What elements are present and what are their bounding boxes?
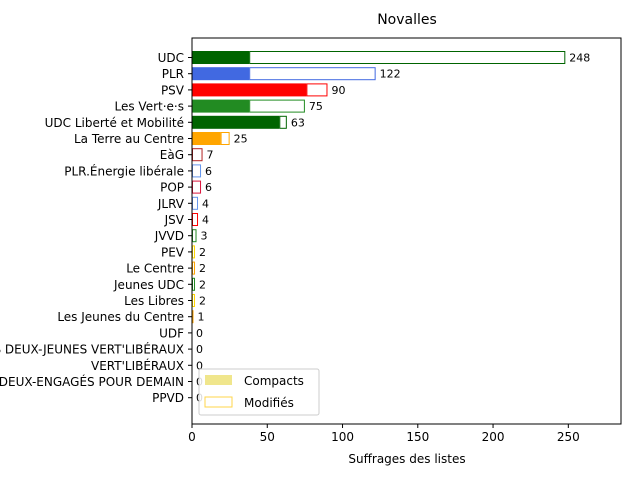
data-label-les-vert-e-s: 75: [309, 100, 323, 113]
bar-modifies-plr: [249, 67, 376, 81]
data-label-vert-liberaux: 0: [196, 359, 203, 372]
y-tick-label-les-libres: Les Libres: [124, 294, 184, 308]
data-label-plr-energie-liberale: 6: [205, 165, 212, 178]
bar-modifies-les-libres: [192, 294, 196, 307]
y-tick-label-la-terre-au-centre: La Terre au Centre: [74, 132, 184, 146]
plot-area: 248122907563257664432222100000: [192, 51, 590, 405]
data-label-psv: 90: [331, 84, 345, 97]
bar-modifies-udc: [249, 51, 566, 64]
y-tick-label-jeunes-udc: Jeunes UDC: [113, 278, 184, 292]
bar-compacts-udc-liberte-et-mobilite: [192, 115, 280, 129]
chart-title: Novalles: [377, 12, 437, 28]
data-label-la-terre-au-centre: 25: [234, 133, 248, 146]
bar-modifies-les-vert-e-s: [249, 99, 305, 113]
plot-frame: [191, 37, 622, 425]
bar-modifies-jlrv: [192, 196, 199, 210]
data-label-udf: 0: [196, 327, 203, 340]
data-label-eag: 7: [207, 149, 214, 162]
y-tick-label-psv: PSV: [161, 83, 185, 97]
data-label-jlrv: 4: [202, 197, 209, 210]
data-label-pop: 6: [205, 181, 212, 194]
data-label-jvvd: 3: [201, 230, 208, 243]
legend-swatch-modifies: [204, 396, 233, 408]
y-tick-label-le-centre: Le Centre: [126, 262, 184, 276]
bar-modifies-pev: [192, 245, 196, 259]
y-tick-label-jvvd: JVVD: [154, 229, 184, 243]
y-tick-label-les-deux-engages-pour-demain: LES DEUX-ENGAGÉS POUR DEMAIN: [0, 374, 184, 389]
data-label-le-centre: 2: [199, 262, 206, 275]
bar-compacts-les-vert-e-s: [192, 99, 250, 113]
x-tick-label-100: 100: [331, 430, 354, 444]
bar-compacts-psv: [192, 83, 307, 97]
x-tick-label-250: 250: [557, 430, 580, 444]
y-tick-label-jlrv: JLRV: [157, 197, 185, 211]
data-label-les-libres: 2: [199, 295, 206, 308]
legend: Compacts Modifiés: [198, 368, 320, 416]
data-label-jeunes-udc: 2: [199, 278, 206, 291]
data-label-les-jeunes-du-centre: 1: [198, 311, 205, 324]
data-label-udc: 248: [569, 52, 590, 65]
y-tick-label-udc-liberte-et-mobilite: UDC Liberté et Mobilité: [45, 116, 184, 130]
y-tick-label-les-vert-e-s: Les Vert·e·s: [115, 100, 185, 114]
data-label-plr: 122: [380, 68, 401, 81]
data-label-udc-liberte-et-mobilite: 63: [291, 116, 305, 129]
data-label-les-deux-jeunes-vert-liberaux: 0: [196, 343, 203, 356]
bar-modifies-jeunes-udc: [192, 277, 196, 291]
data-label-jsv: 4: [202, 214, 209, 227]
bar-compacts-la-terre-au-centre: [192, 132, 221, 145]
y-tick-label-eag: EàG: [160, 148, 184, 162]
bar-modifies-la-terre-au-centre: [220, 132, 230, 145]
y-tick-label-plr: PLR: [162, 67, 184, 81]
bar-modifies-udc-liberte-et-mobilite: [279, 115, 287, 129]
x-tick-label-200: 200: [482, 430, 505, 444]
y-tick-label-jsv: JSV: [164, 213, 185, 227]
y-tick-label-les-deux-jeunes-vert-liberaux: LES DEUX-JEUNES VERT'LIBÉRAUX: [0, 342, 184, 357]
y-axis: UDC PLR PSV Les Vert·e·s UDC Liberté et Mobi…: [0, 51, 192, 405]
bar-modifies-pop: [192, 180, 202, 194]
y-tick-label-ppvd: PPVD: [152, 391, 184, 405]
legend-label-modifies: Modifiés: [244, 396, 294, 410]
y-tick-label-vert-liberaux: VERT'LIBÉRAUX: [91, 358, 184, 373]
bar-compacts-plr: [192, 67, 250, 81]
legend-label-compacts: Compacts: [244, 374, 304, 388]
y-tick-label-les-jeunes-du-centre: Les Jeunes du Centre: [57, 310, 184, 324]
bar-modifies-le-centre: [192, 261, 196, 275]
y-tick-label-pev: PEV: [161, 245, 185, 259]
bar-compacts-udc: [192, 51, 250, 64]
bar-modifies-eag: [192, 148, 203, 162]
x-tick-label-50: 50: [260, 430, 275, 444]
y-tick-label-plr-energie-liberale: PLR.Énergie libérale: [64, 163, 184, 178]
bar-modifies-psv: [306, 83, 328, 97]
legend-swatch-compacts: [205, 375, 232, 385]
y-tick-label-udf: UDF: [159, 326, 184, 340]
x-axis: 0 50 100 150 200 250: [188, 424, 580, 444]
y-tick-label-udc: UDC: [158, 51, 184, 65]
bar-modifies-jvvd: [192, 229, 197, 243]
bar-modifies-les-jeunes-du-centre: [192, 310, 194, 324]
data-label-pev: 2: [199, 246, 206, 259]
bar-modifies-plr-energie-liberale: [192, 164, 202, 178]
x-tick-label-150: 150: [406, 430, 429, 444]
bar-modifies-jsv: [192, 213, 199, 226]
y-tick-label-pop: POP: [160, 181, 184, 195]
x-tick-label-0: 0: [188, 430, 196, 444]
x-axis-label: Suffrages des listes: [348, 452, 465, 466]
